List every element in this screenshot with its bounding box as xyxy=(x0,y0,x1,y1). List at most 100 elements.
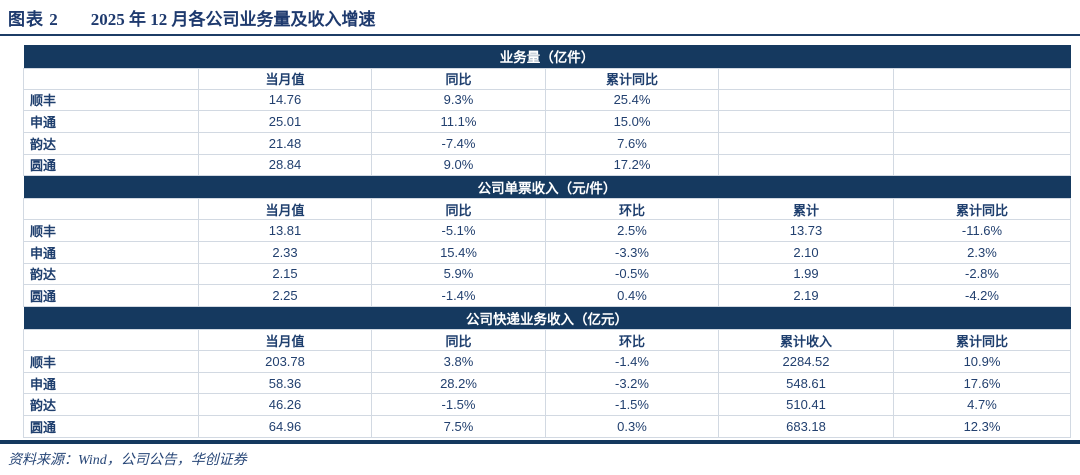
cell-value: 58.36 xyxy=(198,371,372,395)
table-row: 圆通 28.84 9.0% 17.2% xyxy=(23,153,1071,177)
column-header: 当月值 xyxy=(198,198,372,221)
cell-value: 683.18 xyxy=(718,415,894,438)
table-row: 顺丰 203.78 3.8% -1.4% 2284.52 10.9% xyxy=(23,350,1071,373)
column-header-row: 当月值 同比 累计同比 xyxy=(23,67,1071,90)
cell-value: -1.4% xyxy=(371,284,546,307)
column-header: 同比 xyxy=(371,329,546,351)
company-name: 顺丰 xyxy=(23,350,199,373)
cell-value: -7.4% xyxy=(371,131,546,155)
column-header-empty xyxy=(893,67,1071,90)
table-row: 圆通 2.25 -1.4% 0.4% 2.19 -4.2% xyxy=(23,284,1071,307)
table-row: 韵达 2.15 5.9% -0.5% 1.99 -2.8% xyxy=(23,262,1071,286)
cell-value: 7.6% xyxy=(545,131,719,155)
cell-value: 10.9% xyxy=(893,350,1071,373)
cell-value: 4.7% xyxy=(893,393,1071,417)
column-header: 累计同比 xyxy=(893,329,1071,351)
cell-empty xyxy=(893,153,1071,177)
cell-value: -5.1% xyxy=(371,219,546,242)
cell-value: 203.78 xyxy=(198,350,372,373)
cell-value: 548.61 xyxy=(718,371,894,395)
cell-value: 510.41 xyxy=(718,393,894,417)
cell-value: 0.3% xyxy=(545,415,719,438)
metrics-table: 业务量（亿件） 当月值 同比 累计同比 顺丰 14.76 9.3% 25.4% 申通 25.01 1… xyxy=(23,45,1071,438)
figure-title: 2025 年 12 月各公司业务量及收入增速 xyxy=(90,9,376,29)
cell-empty xyxy=(893,110,1071,133)
cell-value: 25.4% xyxy=(545,88,719,112)
cell-value: 5.9% xyxy=(371,262,546,286)
cell-value: -11.6% xyxy=(893,219,1071,242)
cell-value: -1.5% xyxy=(545,393,719,417)
company-name: 韵达 xyxy=(23,262,199,286)
company-name: 申通 xyxy=(23,240,199,264)
column-header: 累计同比 xyxy=(545,67,719,90)
cell-value: 2.19 xyxy=(718,284,894,307)
section-1: 公司单票收入（元/件） xyxy=(23,175,1071,199)
cell-value: 2.15 xyxy=(198,262,372,286)
cell-value: -1.5% xyxy=(371,393,546,417)
cell-value: 15.0% xyxy=(545,110,719,133)
company-name: 顺丰 xyxy=(23,88,199,112)
cell-value: 2.25 xyxy=(198,284,372,307)
column-header: 同比 xyxy=(371,198,546,221)
cell-value: 9.0% xyxy=(371,153,546,177)
table-row: 申通 25.01 11.1% 15.0% xyxy=(23,110,1071,133)
table-row: 圆通 64.96 7.5% 0.3% 683.18 12.3% xyxy=(23,415,1071,438)
cell-value: -4.2% xyxy=(893,284,1071,307)
cell-value: 1.99 xyxy=(718,262,894,286)
cell-value: 2.5% xyxy=(545,219,719,242)
table-row: 申通 2.33 15.4% -3.3% 2.10 2.3% xyxy=(23,240,1071,264)
cell-value: -1.4% xyxy=(545,350,719,373)
column-header: 累计收入 xyxy=(718,329,894,351)
section-2: 公司快递业务收入（亿元） xyxy=(23,306,1071,330)
column-header-empty xyxy=(23,329,199,351)
cell-value: 15.4% xyxy=(371,240,546,264)
cell-value: 2.3% xyxy=(893,240,1071,264)
figure-label: 图表 2 xyxy=(8,9,59,29)
source-note: 资料来源：Wind，公司公告，华创证券 xyxy=(8,453,247,468)
column-header: 当月值 xyxy=(198,329,372,351)
company-name: 韵达 xyxy=(23,131,199,155)
cell-value: 17.6% xyxy=(893,371,1071,395)
company-name: 申通 xyxy=(23,371,199,395)
column-header: 累计同比 xyxy=(893,198,1071,221)
cell-value: 21.48 xyxy=(198,131,372,155)
cell-value: 25.01 xyxy=(198,110,372,133)
column-header-row: 当月值 同比 环比 累计 累计同比 xyxy=(23,198,1071,221)
table-row: 顺丰 14.76 9.3% 25.4% xyxy=(23,88,1071,112)
cell-value: 2.33 xyxy=(198,240,372,264)
table-row: 顺丰 13.81 -5.1% 2.5% 13.73 -11.6% xyxy=(23,219,1071,242)
section-header: 公司单票收入（元/件） xyxy=(23,175,1071,199)
section-0: 业务量（亿件） xyxy=(23,45,1071,68)
cell-value: 64.96 xyxy=(198,415,372,438)
company-name: 圆通 xyxy=(23,284,199,307)
title-divider xyxy=(0,34,1080,36)
cell-value: 11.1% xyxy=(371,110,546,133)
cell-value: 3.8% xyxy=(371,350,546,373)
cell-empty xyxy=(718,110,894,133)
cell-value: -2.8% xyxy=(893,262,1071,286)
cell-value: 28.84 xyxy=(198,153,372,177)
column-header: 环比 xyxy=(545,198,719,221)
column-header-empty xyxy=(23,67,199,90)
column-header: 环比 xyxy=(545,329,719,351)
cell-value: 13.73 xyxy=(718,219,894,242)
cell-empty xyxy=(718,131,894,155)
company-name: 申通 xyxy=(23,110,199,133)
column-header-empty xyxy=(23,198,199,221)
cell-value: 12.3% xyxy=(893,415,1071,438)
table-row: 韵达 46.26 -1.5% -1.5% 510.41 4.7% xyxy=(23,393,1071,417)
table-row: 韵达 21.48 -7.4% 7.6% xyxy=(23,131,1071,155)
cell-value: 14.76 xyxy=(198,88,372,112)
company-name: 圆通 xyxy=(23,415,199,438)
column-header-row: 当月值 同比 环比 累计收入 累计同比 xyxy=(23,329,1071,351)
cell-value: 17.2% xyxy=(545,153,719,177)
figure-title-row: 图表 2 2025 年 12 月各公司业务量及收入增速 xyxy=(8,4,376,30)
column-header-empty xyxy=(718,67,894,90)
cell-value: -3.3% xyxy=(545,240,719,264)
cell-empty xyxy=(893,88,1071,112)
column-header: 当月值 xyxy=(198,67,372,90)
cell-empty xyxy=(718,153,894,177)
table-row: 申通 58.36 28.2% -3.2% 548.61 17.6% xyxy=(23,371,1071,395)
cell-value: 2.10 xyxy=(718,240,894,264)
cell-value: 9.3% xyxy=(371,88,546,112)
